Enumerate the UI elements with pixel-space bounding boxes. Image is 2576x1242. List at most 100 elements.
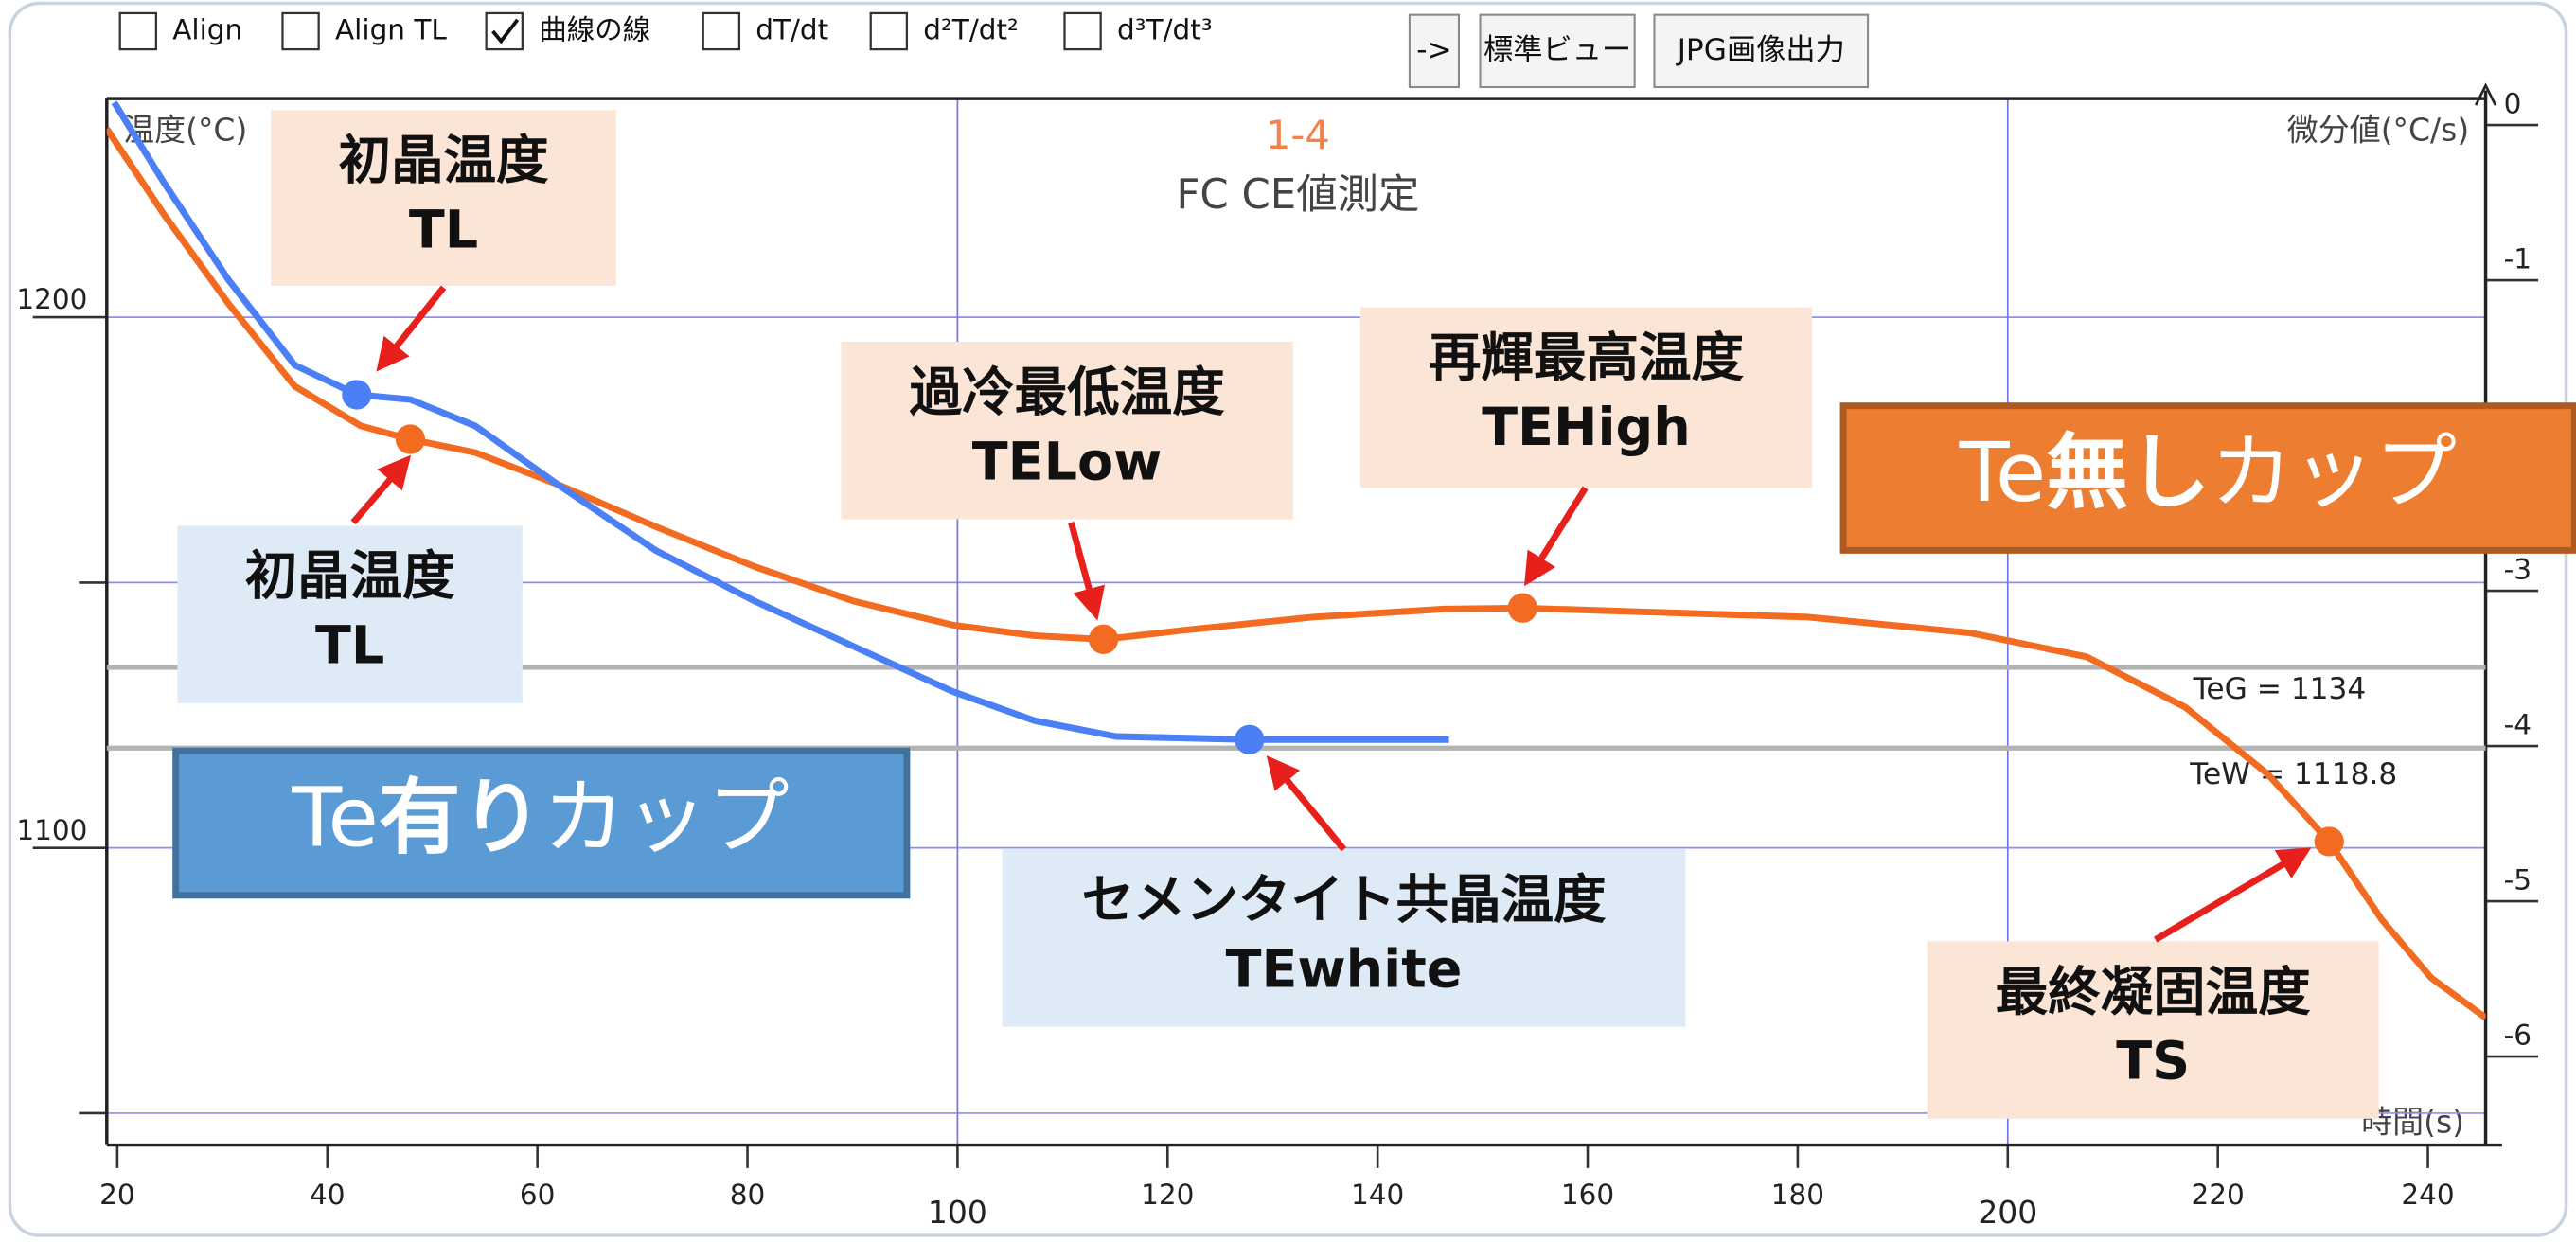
legend-text-part: 有り xyxy=(379,770,543,865)
reference-label: TeW = 1118.8 xyxy=(2189,757,2397,791)
y2-tick-label: -1 xyxy=(2504,243,2532,275)
point-marker xyxy=(342,380,372,410)
checkbox-label[interactable]: 曲線の線 xyxy=(539,14,650,46)
checkbox: Align TL xyxy=(281,11,447,51)
checkbox-box[interactable] xyxy=(485,11,524,51)
checkbox-label[interactable]: dT/dt xyxy=(755,14,828,46)
y2-tick-label: -6 xyxy=(2504,1020,2532,1052)
x-tick-label: 140 xyxy=(1351,1179,1404,1211)
checkbox-label[interactable]: d²T/dt² xyxy=(923,14,1019,46)
checkbox-box[interactable] xyxy=(1063,11,1102,51)
x-tick-label: 200 xyxy=(1978,1194,2037,1231)
axis-arrow xyxy=(2474,82,2497,106)
x-tick-label: 20 xyxy=(99,1179,135,1211)
annotation-text: 再輝最高温度 xyxy=(1429,328,1745,389)
x-tick-label: 80 xyxy=(730,1179,766,1211)
annotation-text: 初晶温度 xyxy=(245,546,456,608)
point-marker xyxy=(1235,724,1265,754)
legend-box-frame xyxy=(172,747,911,899)
point-marker xyxy=(1088,624,1119,654)
button: JPG画像出力 xyxy=(1653,13,1870,89)
y2-tick-label: -3 xyxy=(2504,554,2532,586)
y2-tick-label: -5 xyxy=(2504,864,2532,896)
annotation-arrow xyxy=(2153,847,2312,943)
button-frame[interactable] xyxy=(1479,13,1636,89)
annotation-arrow xyxy=(1523,486,1589,587)
legend-text-part: カップ xyxy=(542,770,789,865)
checkbox-box[interactable] xyxy=(869,11,909,51)
x-tick-label: 180 xyxy=(1771,1179,1824,1211)
annotation-text: セメンタイト共晶温度 xyxy=(1081,870,1607,932)
legend-text-part: Te xyxy=(291,770,379,865)
annotation-text: 初晶温度 xyxy=(339,131,550,192)
checkbox-box[interactable] xyxy=(702,11,741,51)
y2-tick-label: -4 xyxy=(2504,709,2532,741)
legend-text: Te有りカップ xyxy=(291,770,789,865)
chart-title: 1-4 xyxy=(1266,112,1330,158)
annotation-text: TL xyxy=(409,200,478,261)
point-marker xyxy=(1507,593,1537,623)
y-axis-label: 温度(°C) xyxy=(123,111,247,148)
annotation: 再輝最高温度 TEHigh xyxy=(1359,307,1813,587)
annotation-text: TEwhite xyxy=(1226,938,1463,1000)
annotation-box xyxy=(841,341,1293,520)
annotation-arrow xyxy=(1068,521,1106,621)
checkbox: 曲線の線 xyxy=(485,11,650,51)
button-label[interactable]: JPG画像出力 xyxy=(1676,33,1845,67)
legend-text: Te無しカップ xyxy=(1959,425,2457,521)
checkbox-label[interactable]: d³T/dt³ xyxy=(1117,14,1213,46)
legend-text-part: Te xyxy=(1959,425,2047,521)
checkbox: d³T/dt³ xyxy=(1063,11,1213,51)
button-label[interactable]: 標準ビュー xyxy=(1483,33,1631,67)
y-tick-label: 1100 xyxy=(16,814,87,846)
button: 標準ビュー xyxy=(1479,13,1636,89)
x-tick-label: 160 xyxy=(1561,1179,1614,1211)
annotation-arrow xyxy=(376,285,447,372)
button-frame[interactable] xyxy=(1408,13,1461,89)
annotation-arrow xyxy=(350,454,412,525)
annotation: 初晶温度 TL xyxy=(271,110,616,372)
annotation-text: 最終凝固温度 xyxy=(1996,962,2312,1023)
checkbox: dT/dt xyxy=(702,11,828,51)
annotation-box xyxy=(177,525,523,703)
x-tick-label: 240 xyxy=(2401,1179,2454,1211)
legend-box-frame xyxy=(1839,402,2576,554)
annotation-text: 過冷最低温度 xyxy=(910,362,1226,423)
legend-text-part: 無し xyxy=(2046,425,2211,521)
x-tick-label: 60 xyxy=(520,1179,556,1211)
button-frame[interactable] xyxy=(1653,13,1870,89)
annotation-box xyxy=(1927,941,2379,1119)
checkbox-label[interactable]: Align xyxy=(172,14,242,46)
point-marker xyxy=(2314,826,2344,857)
checkbox-box[interactable] xyxy=(118,11,157,51)
checkbox: d²T/dt² xyxy=(869,11,1019,51)
annotation-box xyxy=(1002,849,1686,1027)
checkbox-label[interactable]: Align TL xyxy=(335,14,447,46)
y2-axis-label: 微分値(°C/s) xyxy=(2287,111,2469,148)
x-tick-label: 220 xyxy=(2192,1179,2245,1211)
legend-text-part: カップ xyxy=(2211,425,2457,521)
annotation-text: TELow xyxy=(972,431,1163,492)
chart-subtitle: FC CE値測定 xyxy=(1176,171,1419,219)
legend-box: Te無しカップ xyxy=(1839,402,2576,554)
y-tick-label: 1200 xyxy=(16,283,87,315)
annotation: 最終凝固温度 TS xyxy=(1927,847,2379,1119)
x-tick-label: 100 xyxy=(928,1194,987,1231)
reference-label: TeG = 1134 xyxy=(2193,672,2367,706)
button-label[interactable]: -> xyxy=(1416,33,1451,67)
annotation-box xyxy=(271,110,616,286)
button: -> xyxy=(1408,13,1461,89)
annotation-arrow xyxy=(1266,754,1347,852)
annotation-text: TEHigh xyxy=(1482,397,1691,458)
checkbox: Align xyxy=(118,11,242,51)
toolbar: Align Align TL 曲線の線 dT/dt d²T/dt² d³T/dt³ -> 標準… xyxy=(118,11,1870,89)
series-line xyxy=(106,127,2486,1020)
checkbox-box[interactable] xyxy=(281,11,320,51)
annotation: 過冷最低温度 TELow xyxy=(841,341,1293,621)
legend-box: Te有りカップ xyxy=(172,747,911,899)
annotation: 初晶温度 TL xyxy=(177,454,523,703)
check-mark xyxy=(491,18,520,44)
y2-tick-label: 0 xyxy=(2504,88,2522,120)
